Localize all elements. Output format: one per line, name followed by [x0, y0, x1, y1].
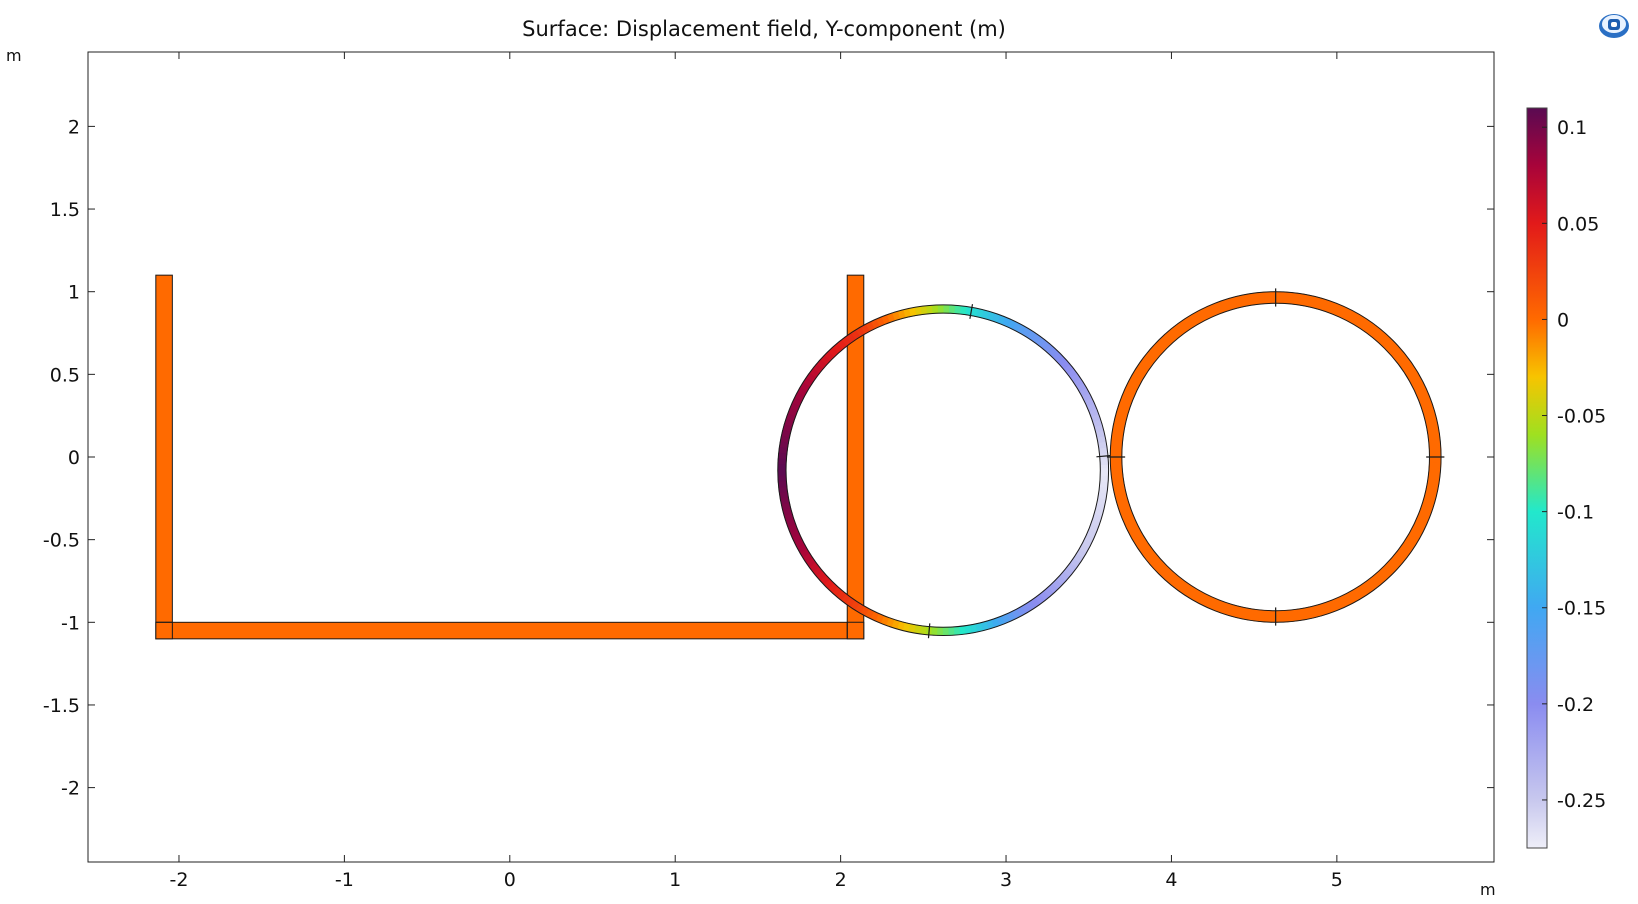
- y-axis: 2 1.5 1 0.5 0 -0.5 -1 -1.5 -2: [43, 116, 1494, 800]
- y-tick-label: 1: [68, 282, 80, 304]
- x-tick-label: -1: [335, 869, 354, 891]
- y-tick-label: -0.5: [43, 530, 80, 552]
- reference-ring: [1106, 288, 1445, 626]
- y-tick-label: -1.5: [43, 695, 80, 717]
- deformed-ring-segment: [1099, 468, 1109, 477]
- colorbar-tick-label: -0.1: [1557, 502, 1594, 524]
- x-axis-unit: m: [1480, 880, 1496, 899]
- frame-base-beam: [155, 621, 865, 640]
- geometry-layer: [155, 274, 1445, 640]
- colorbar-tick-label: -0.15: [1557, 598, 1606, 620]
- colorbar-tick-label: -0.25: [1557, 790, 1606, 812]
- x-tick-label: 0: [504, 869, 516, 891]
- x-tick-label: 3: [1000, 869, 1012, 891]
- colorbar-tick-label: 0.05: [1557, 213, 1599, 235]
- x-tick-label: -2: [169, 869, 188, 891]
- deformed-ring: [777, 304, 1112, 639]
- deformed-ring-segment-mark: [927, 623, 931, 639]
- reference-ring-inner-edge: [1121, 302, 1430, 612]
- colorbar: [1526, 107, 1548, 849]
- deformed-ring-outer-edge: [777, 304, 1110, 637]
- y-tick-label: 2: [68, 116, 80, 138]
- x-tick-label: 1: [669, 869, 681, 891]
- colorbar-tick-label: -0.05: [1557, 406, 1606, 428]
- x-tick-label: 5: [1331, 869, 1343, 891]
- deformed-ring-segment-mark: [1096, 454, 1112, 458]
- y-tick-label: 0: [68, 447, 80, 469]
- y-tick-label: -1: [61, 612, 80, 634]
- x-tick-label: 4: [1165, 869, 1177, 891]
- frame-right-post: [846, 274, 865, 640]
- plot-area: [87, 51, 1495, 863]
- deformed-ring-segment-mark: [969, 304, 974, 319]
- colorbar-tick-label: 0: [1557, 309, 1569, 331]
- y-tick-label: 0.5: [50, 364, 80, 386]
- chart-title: Surface: Displacement field, Y-component…: [522, 17, 1006, 41]
- y-tick-label: -2: [61, 778, 80, 800]
- x-tick-label: 2: [835, 869, 847, 891]
- deformed-ring-inner-edge: [785, 312, 1101, 628]
- frame-left-post: [155, 274, 173, 640]
- y-axis-unit: m: [6, 46, 22, 65]
- colorbar-ticks: 0.1 0.05 0 -0.05 -0.1 -0.15 -0.2 -0.25: [1542, 117, 1606, 812]
- colorbar-tick-label: 0.1: [1557, 117, 1587, 139]
- reference-ring-segment: [1429, 454, 1442, 464]
- x-axis: -2 -1 0 1 2 3 4 5: [169, 52, 1343, 891]
- y-tick-label: 1.5: [50, 199, 80, 221]
- colorbar-tick-label: -0.2: [1557, 694, 1594, 716]
- app-logo-icon: [1599, 14, 1629, 38]
